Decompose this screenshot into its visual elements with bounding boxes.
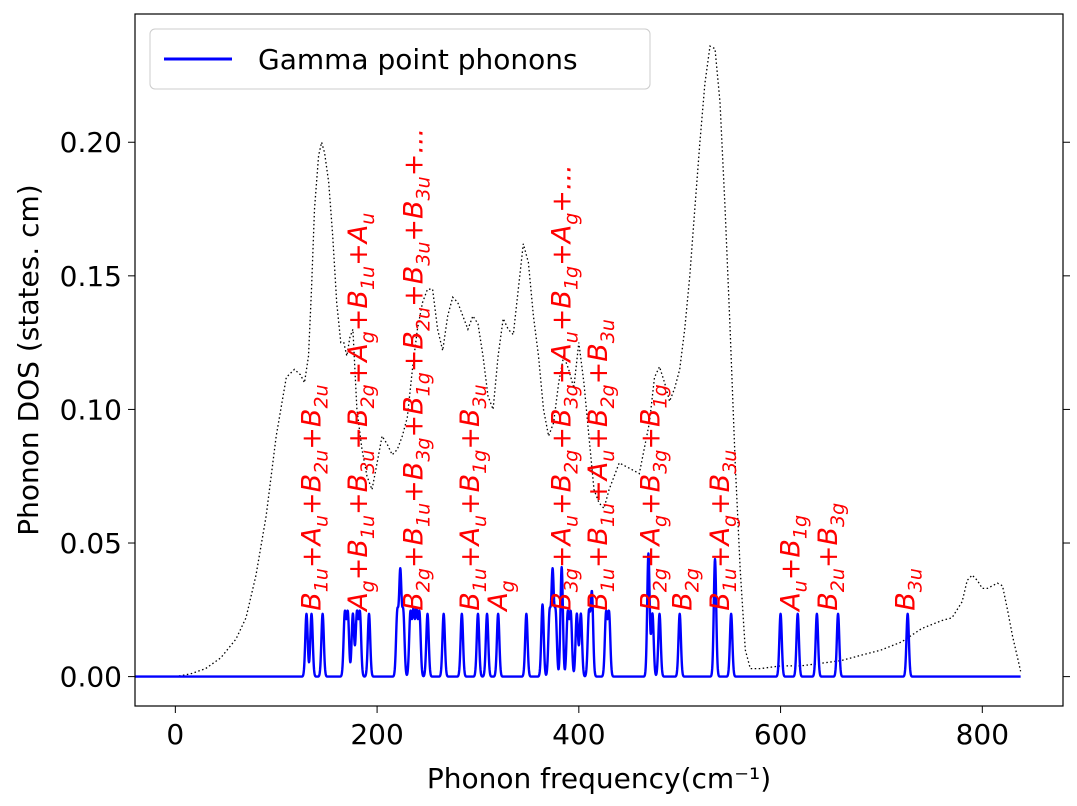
plot-clip-group	[135, 45, 1022, 678]
mode-label-11: B2u+B3g	[813, 503, 849, 611]
mode-label-5: B3g+Au+B2g+B3g+Au+B1g+Ag+...	[547, 164, 583, 610]
mode-label-0: B1u+Au+B2u+B2u	[297, 384, 333, 610]
mode-label-9: B1u+Ag+B3u	[705, 450, 741, 611]
legend-box	[149, 28, 651, 90]
mode-label-6: B1u+B1u+Au+B2g+B3u	[583, 319, 619, 611]
plot-area: B1u+Au+B2u+B2u Ag+B1u+B3u+B2g+Ag+B1u+Au B2…	[135, 45, 1022, 678]
y-tick-label-1: 0.05	[60, 527, 122, 560]
y-axis-title: Phonon DOS (states. cm)	[12, 184, 45, 535]
x-tick-label-1: 200	[350, 718, 403, 751]
mode-label-10: Au+B1g	[776, 515, 812, 613]
mode-label-3: B1u+Au+B1g+B3u	[455, 384, 491, 610]
axis-ticks: 0 200 400 600 800 0.00 0.05 0.10 0.15 0.20	[60, 126, 1070, 751]
plot-frame	[134, 13, 1064, 707]
y-tick-label-0: 0.00	[60, 661, 122, 694]
legend-label-gamma: Gamma point phonons	[258, 43, 578, 76]
y-tick-label-4: 0.20	[60, 126, 122, 159]
mode-label-12: B3u	[891, 568, 927, 611]
x-tick-label-0: 0	[166, 718, 184, 751]
legend: Gamma point phonons	[149, 28, 651, 90]
mode-labels: B1u+Au+B2u+B2u Ag+B1u+B3u+B2g+Ag+B1u+Au B2…	[297, 128, 927, 613]
gamma-phonon-line	[135, 552, 1022, 678]
y-tick-label-2: 0.10	[60, 393, 122, 426]
x-tick-label-3: 600	[754, 718, 807, 751]
y-tick-label-3: 0.15	[60, 260, 122, 293]
x-tick-label-2: 400	[552, 718, 605, 751]
mode-label-7: B2g+Ag+B3g+B1g	[635, 384, 671, 610]
mode-label-1: Ag+B1u+B3u+B2g+Ag+B1u+Au	[343, 213, 379, 613]
x-tick-label-4: 800	[956, 718, 1009, 751]
mode-label-8: B2g	[668, 568, 704, 611]
mode-label-2: B2g+B1u+B3g+B1g+B2u+B3u+B3u+...	[398, 128, 434, 611]
x-axis-title: Phonon frequency(cm⁻¹)	[427, 762, 771, 795]
mode-label-4: Ag	[483, 580, 519, 613]
